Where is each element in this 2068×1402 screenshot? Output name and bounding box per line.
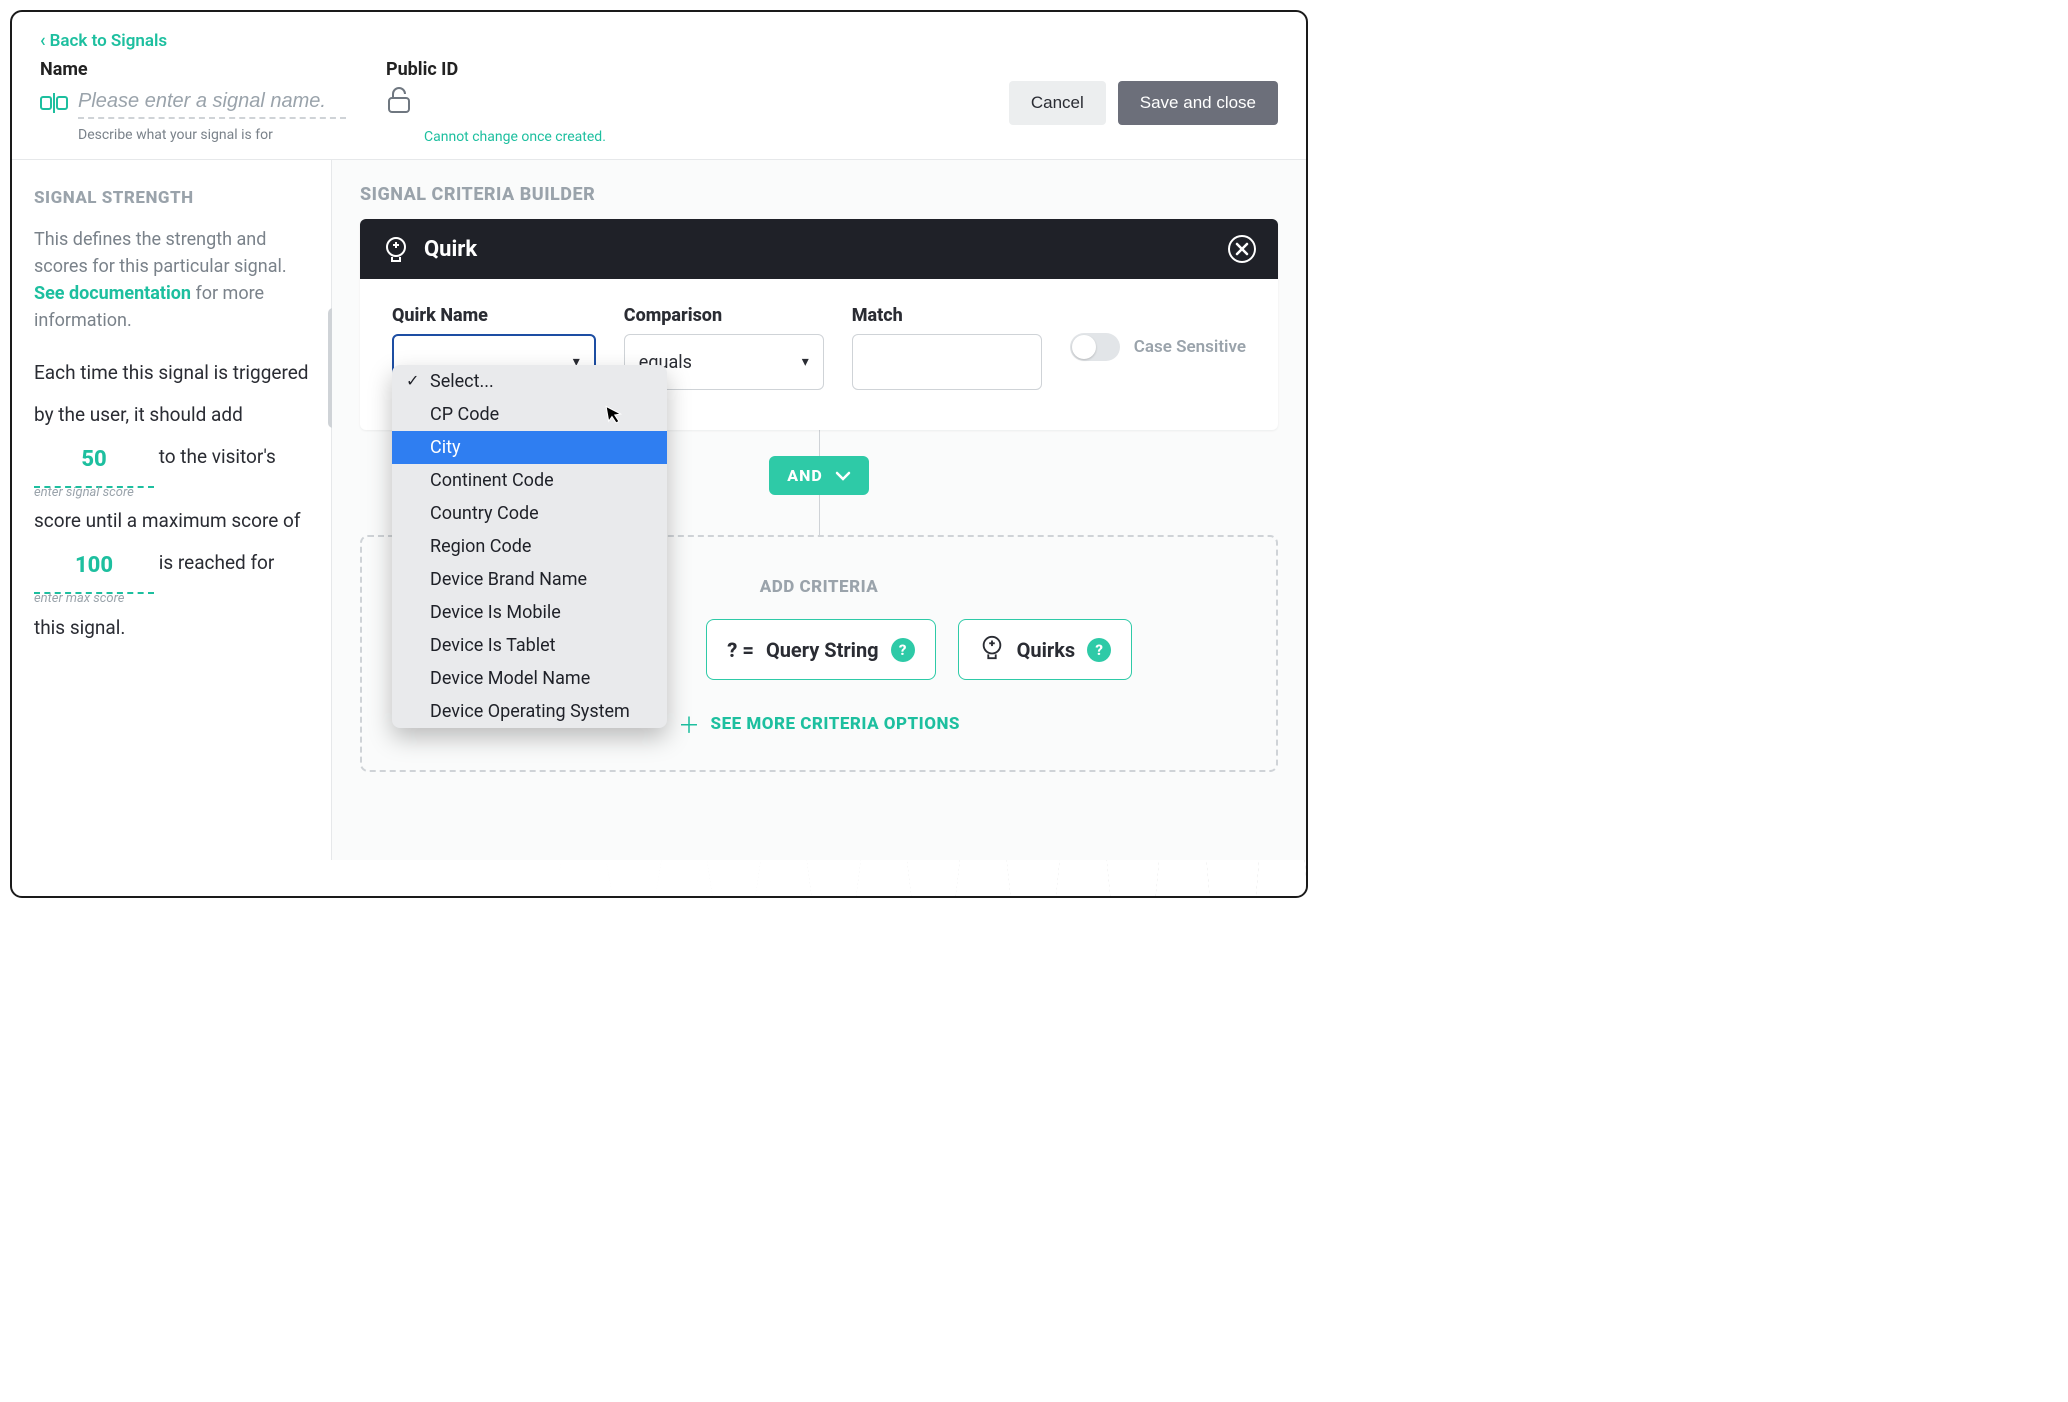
card-title: Quirk xyxy=(424,237,477,262)
query-icon: ? = xyxy=(727,638,754,662)
cursor-text-icon xyxy=(40,92,68,114)
back-label: Back to Signals xyxy=(50,31,168,51)
max-score-input[interactable]: 100 xyxy=(34,542,154,594)
criteria-card-body: Quirk Name ▾ Select...CP CodeCityContine… xyxy=(360,279,1278,430)
see-documentation-link[interactable]: See documentation xyxy=(34,283,191,304)
dropdown-item[interactable]: Device Is Mobile xyxy=(392,596,667,629)
logic-operator-select[interactable]: AND xyxy=(769,456,868,495)
close-card-button[interactable] xyxy=(1228,235,1256,263)
dropdown-item[interactable]: CP Code xyxy=(392,398,667,431)
sidebar-title: SIGNAL STRENGTH xyxy=(34,188,309,208)
app-frame: ‹ Back to Signals Name Describe what yo xyxy=(10,10,1308,898)
save-and-close-button[interactable]: Save and close xyxy=(1118,81,1278,125)
builder-title: SIGNAL CRITERIA BUILDER xyxy=(360,184,1278,205)
body-line1: Each time this signal is triggered by th… xyxy=(34,361,309,426)
main: SIGNAL STRENGTH This defines the strengt… xyxy=(12,160,1306,860)
quirk-name-dropdown[interactable]: Select...CP CodeCityContinent CodeCountr… xyxy=(392,365,667,728)
dropdown-item[interactable]: Device Brand Name xyxy=(392,563,667,596)
plus-icon: ＋ xyxy=(678,708,701,740)
sidebar-description: This defines the strength and scores for… xyxy=(34,226,309,334)
quirk-icon xyxy=(382,235,410,263)
criteria-card-header: Quirk xyxy=(360,219,1278,279)
help-badge-icon[interactable]: ? xyxy=(1087,638,1111,662)
match-label: Match xyxy=(852,305,1042,326)
match-input[interactable] xyxy=(852,334,1042,390)
chevron-down-icon xyxy=(835,466,851,485)
dropdown-item[interactable]: Device Is Tablet xyxy=(392,629,667,662)
cancel-button[interactable]: Cancel xyxy=(1009,81,1106,125)
content: SIGNAL CRITERIA BUILDER Quirk xyxy=(332,160,1306,860)
toggle-knob xyxy=(1072,335,1096,359)
torn-edge xyxy=(12,860,1306,896)
header: ‹ Back to Signals Name Describe what yo xyxy=(12,12,1306,145)
comparison-label: Comparison xyxy=(624,305,824,326)
signal-score-input[interactable]: 50 xyxy=(34,436,154,488)
max-score-hint: enter max score xyxy=(34,592,154,606)
dropdown-item[interactable]: Country Code xyxy=(392,497,667,530)
dropdown-item[interactable]: Device Operating System xyxy=(392,695,667,728)
name-helper: Describe what your signal is for xyxy=(78,127,346,143)
quirk-name-col: Quirk Name ▾ Select...CP CodeCityContine… xyxy=(392,305,596,390)
criteria-card: Quirk Quirk Name ▾ xyxy=(360,219,1278,430)
back-to-signals-link[interactable]: ‹ Back to Signals xyxy=(40,30,167,51)
criteria-option-quirk[interactable]: Quirks? xyxy=(958,619,1133,680)
header-actions: Cancel Save and close xyxy=(1009,59,1278,125)
match-col: Match xyxy=(852,305,1042,390)
see-more-label: SEE MORE CRITERIA OPTIONS xyxy=(711,714,960,734)
sidebar: SIGNAL STRENGTH This defines the strengt… xyxy=(12,160,332,860)
help-badge-icon[interactable]: ? xyxy=(891,638,915,662)
chevron-left-icon: ‹ xyxy=(40,30,46,51)
quirk-name-label: Quirk Name xyxy=(392,305,596,326)
name-field-block: Name Describe what your signal is for xyxy=(40,59,346,143)
dropdown-item[interactable]: City xyxy=(392,431,667,464)
case-sensitive-toggle[interactable] xyxy=(1070,333,1120,361)
publicid-field-block: Public ID Cannot change once created. xyxy=(386,59,657,145)
dropdown-item[interactable]: Continent Code xyxy=(392,464,667,497)
publicid-label: Public ID xyxy=(386,59,657,80)
dropdown-item[interactable]: Device Model Name xyxy=(392,662,667,695)
case-sensitive-label: Case Sensitive xyxy=(1134,337,1246,357)
sidebar-body: Each time this signal is triggered by th… xyxy=(34,352,309,649)
criteria-option-label: Quirks xyxy=(1017,638,1076,662)
signal-name-input[interactable] xyxy=(78,86,346,119)
dropdown-item[interactable]: Select... xyxy=(392,365,667,398)
chevron-down-icon: ▾ xyxy=(802,354,809,370)
signal-score-hint: enter signal score xyxy=(34,486,154,500)
header-row: Name Describe what your signal is for Pu… xyxy=(40,59,1278,145)
name-label: Name xyxy=(40,59,346,80)
and-label: AND xyxy=(787,466,822,485)
connector-line-bottom xyxy=(819,495,820,535)
see-more-criteria-button[interactable]: ＋ SEE MORE CRITERIA OPTIONS xyxy=(678,708,960,740)
quirk-icon xyxy=(979,634,1005,665)
publicid-helper: Cannot change once created. xyxy=(424,129,657,145)
sidebar-desc-prefix: This defines the strength and scores for… xyxy=(34,229,287,277)
unlock-icon xyxy=(386,86,412,121)
case-sensitive-wrap: Case Sensitive xyxy=(1070,305,1246,361)
dropdown-item[interactable]: Region Code xyxy=(392,530,667,563)
criteria-option-label: Query String xyxy=(766,638,879,662)
connector-line-top xyxy=(819,430,820,456)
criteria-option-query[interactable]: ? = Query String? xyxy=(706,619,935,680)
